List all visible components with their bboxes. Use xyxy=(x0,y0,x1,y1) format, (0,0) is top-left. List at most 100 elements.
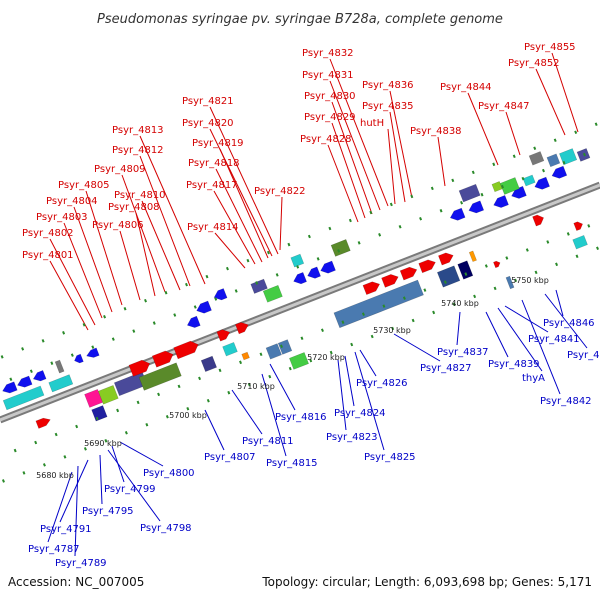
map-title: Pseudomonas syringae pv. syringae B728a,… xyxy=(97,12,503,27)
forward-gene-label[interactable]: Psyr_4820 xyxy=(182,118,234,129)
reverse-gene-label[interactable]: Psyr_4815 xyxy=(266,458,318,469)
forward-leader-line xyxy=(387,128,396,205)
forward-gene-label[interactable]: Psyr_4802 xyxy=(22,228,74,239)
reverse-gene-arrow xyxy=(86,347,100,358)
gene-block xyxy=(138,362,182,391)
forward-gene-label[interactable]: Psyr_4835 xyxy=(362,101,414,112)
forward-leader-line xyxy=(141,200,181,291)
reverse-gene-label[interactable]: Psyr_4811 xyxy=(242,436,294,447)
forward-gene-label[interactable]: hutH xyxy=(360,118,384,129)
reverse-gene-label[interactable]: Psyr_4827 xyxy=(420,363,472,374)
forward-gene-label[interactable]: Psyr_4844 xyxy=(440,82,492,93)
reverse-gene-label[interactable]: Psyr_4798 xyxy=(140,523,192,534)
reverse-gene-label[interactable]: Psyr_4826 xyxy=(356,378,408,389)
forward-leader-line xyxy=(219,148,269,259)
forward-gene-label[interactable]: Psyr_4821 xyxy=(182,96,234,107)
forward-leader-line xyxy=(331,101,373,215)
reverse-leader-line xyxy=(555,289,564,317)
reverse-leader-line xyxy=(485,311,509,358)
reverse-leader-line xyxy=(544,293,588,349)
forward-gene-label[interactable]: Psyr_4829 xyxy=(304,112,356,123)
reverse-gene-label[interactable]: Psyr_4787 xyxy=(28,544,80,555)
scale-tick-label: 5750 kbp xyxy=(511,276,549,285)
forward-gene-label[interactable]: Psyr_4804 xyxy=(46,196,98,207)
forward-gene-label[interactable]: Psyr_4836 xyxy=(362,80,414,91)
reverse-gene-label[interactable]: Psyr_4789 xyxy=(55,558,107,569)
forward-gene-label[interactable]: Psyr_4809 xyxy=(94,164,146,175)
scale-tick-label: 5710 kbp xyxy=(237,382,275,391)
forward-leader-line xyxy=(329,58,389,207)
forward-gene-label[interactable]: Psyr_4819 xyxy=(192,138,244,149)
forward-gene-label[interactable]: Psyr_4832 xyxy=(302,48,354,59)
gene-block xyxy=(84,389,103,408)
gene-block xyxy=(277,339,293,355)
forward-gene-label[interactable]: Psyr_4852 xyxy=(508,58,560,69)
forward-leader-line xyxy=(49,260,89,331)
forward-leader-line xyxy=(139,155,191,287)
forward-gene-label[interactable]: Psyr_4813 xyxy=(112,125,164,136)
scale-tick-label: 5740 kbp xyxy=(441,299,479,308)
forward-gene-label[interactable]: Psyr_4818 xyxy=(188,158,240,169)
reverse-leader-line xyxy=(59,459,89,523)
gene-block xyxy=(265,343,282,360)
reverse-gene-arrow xyxy=(32,370,47,382)
gene-block xyxy=(576,148,591,162)
reverse-gene-label[interactable]: Psyr_4845 xyxy=(567,350,600,361)
forward-gene-label[interactable]: Psyr_4828 xyxy=(300,134,352,145)
forward-gene-arrow xyxy=(438,252,454,266)
gene-block xyxy=(91,405,108,422)
reverse-gene-label[interactable]: Psyr_4842 xyxy=(540,396,592,407)
forward-gene-arrow xyxy=(362,281,381,295)
reverse-gene-label[interactable]: Psyr_4839 xyxy=(488,359,540,370)
forward-gene-label[interactable]: Psyr_4803 xyxy=(36,212,88,223)
forward-leader-line xyxy=(73,206,113,313)
reverse-gene-arrow xyxy=(17,375,33,388)
gene-block xyxy=(250,278,268,294)
forward-gene-label[interactable]: Psyr_4806 xyxy=(92,220,144,231)
gene-block xyxy=(200,355,217,372)
forward-leader-line xyxy=(327,144,359,223)
gene-block xyxy=(522,174,536,187)
reverse-leader-line xyxy=(99,454,103,505)
forward-gene-label[interactable]: Psyr_4808 xyxy=(108,202,160,213)
reverse-gene-label[interactable]: Psyr_4791 xyxy=(40,524,92,535)
forward-leader-line xyxy=(49,238,96,326)
reverse-gene-label[interactable]: Psyr_4807 xyxy=(204,452,256,463)
reverse-gene-label[interactable]: Psyr_4824 xyxy=(334,408,386,419)
forward-gene-arrow xyxy=(35,417,51,429)
forward-gene-label[interactable]: Psyr_4810 xyxy=(114,190,166,201)
reverse-gene-label[interactable]: Psyr_4795 xyxy=(82,506,134,517)
reverse-gene-label[interactable]: Psyr_4841 xyxy=(528,334,580,345)
reverse-gene-label[interactable]: thyA xyxy=(522,373,545,384)
gene-block xyxy=(546,153,561,168)
forward-leader-line xyxy=(85,190,123,306)
gene-block xyxy=(222,342,238,357)
forward-gene-arrow xyxy=(151,350,174,368)
forward-gene-label[interactable]: Psyr_4817 xyxy=(186,180,238,191)
forward-gene-label[interactable]: Psyr_4814 xyxy=(187,222,239,233)
forward-gene-label[interactable]: Psyr_4805 xyxy=(58,180,110,191)
reverse-gene-label[interactable]: Psyr_4825 xyxy=(364,452,416,463)
forward-gene-label[interactable]: Psyr_4831 xyxy=(302,70,354,81)
forward-leader-line xyxy=(63,222,103,319)
forward-gene-label[interactable]: Psyr_4830 xyxy=(304,91,356,102)
forward-leader-line xyxy=(209,128,273,257)
reverse-gene-arrow xyxy=(2,381,18,394)
reverse-gene-label[interactable]: Psyr_4846 xyxy=(543,318,595,329)
reverse-gene-label[interactable]: Psyr_4799 xyxy=(104,484,156,495)
reverse-gene-label[interactable]: Psyr_4800 xyxy=(143,468,195,479)
reverse-gene-label[interactable]: Psyr_4816 xyxy=(275,412,327,423)
forward-gene-label[interactable]: Psyr_4822 xyxy=(254,186,306,197)
reverse-gene-label[interactable]: Psyr_4837 xyxy=(437,347,489,358)
forward-leader-line xyxy=(505,111,521,156)
reverse-gene-label[interactable]: Psyr_4823 xyxy=(326,432,378,443)
forward-gene-label[interactable]: Psyr_4847 xyxy=(478,101,530,112)
forward-gene-label[interactable]: Psyr_4838 xyxy=(410,126,462,137)
reverse-gene-arrow xyxy=(293,272,307,285)
forward-gene-label[interactable]: Psyr_4855 xyxy=(524,42,576,53)
forward-gene-label[interactable]: Psyr_4812 xyxy=(112,145,164,156)
gene-track xyxy=(0,148,600,429)
reverse-gene-arrow xyxy=(449,207,466,221)
forward-gene-label[interactable]: Psyr_4801 xyxy=(22,250,74,261)
